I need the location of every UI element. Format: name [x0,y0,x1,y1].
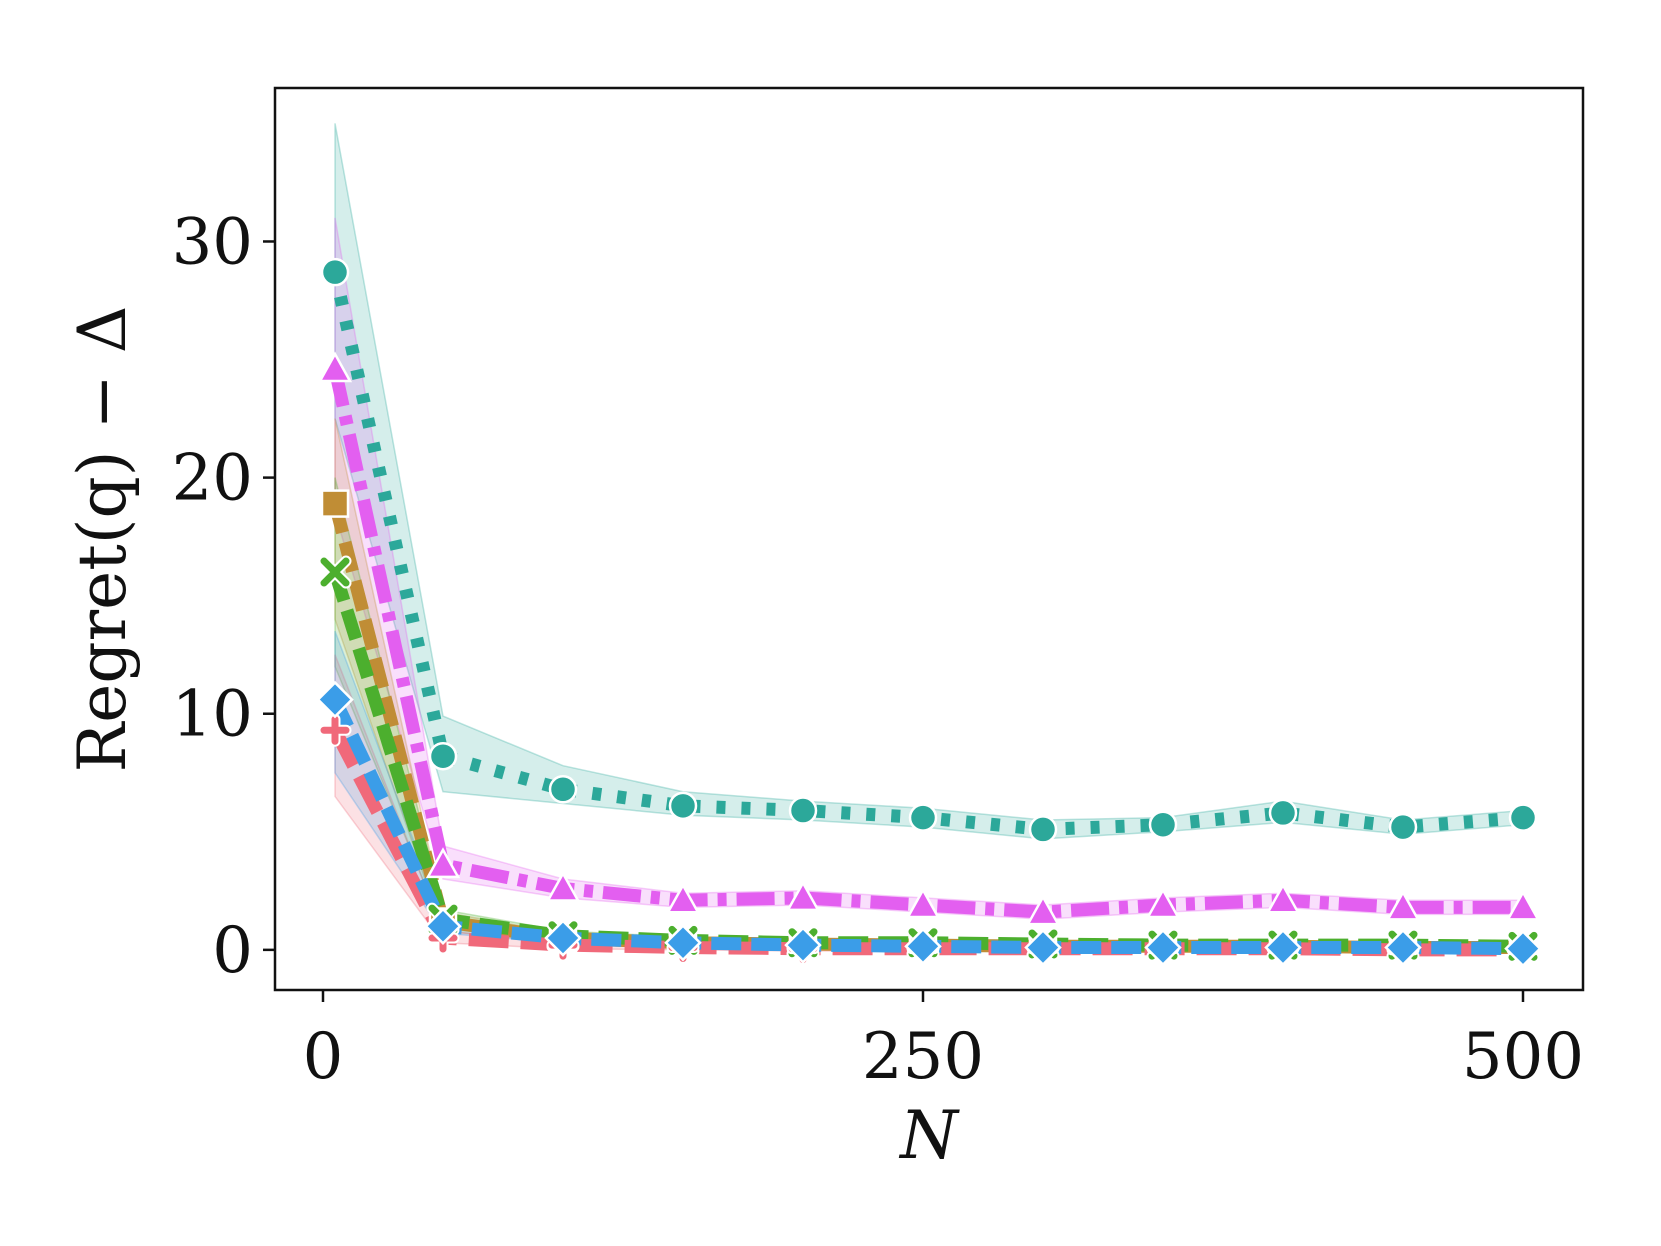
data-point [548,775,578,804]
data-point [544,919,582,957]
x-tick-label: 0 [303,1020,344,1094]
data-point [545,870,581,902]
data-point [1144,928,1182,967]
data-point [1505,889,1541,921]
data-point [1384,928,1422,967]
data-point [1265,882,1301,914]
data-point [1504,929,1542,968]
data-point [424,907,462,946]
data-point [317,351,353,383]
x-tick-label: 500 [1462,1020,1584,1094]
data-point [905,887,941,919]
x-tick-label: 250 [862,1020,984,1094]
data-point [1025,894,1061,926]
y-tick-label: 30 [172,205,253,279]
data-point [320,489,350,518]
y-tick-label: 0 [212,914,253,988]
data-point [1268,798,1298,828]
y-axis-label: Regret(q) − Δ [64,306,141,773]
x-axis-ticks: 0 250 500 [303,990,1584,1094]
data-point [1388,812,1418,842]
plot-frame [273,86,1585,992]
data-point [320,715,350,745]
data-point [425,847,461,879]
data-point [908,803,938,832]
data-point [320,257,350,287]
data-point [668,791,698,821]
data-point [664,924,702,962]
data-point [1145,887,1181,919]
y-tick-label: 20 [172,442,253,516]
data-point [320,557,350,587]
data-point [785,880,821,912]
data-point [1385,889,1421,921]
data-point [784,926,822,964]
data-point [1028,815,1058,844]
y-tick-label: 10 [172,678,253,752]
series-markers [316,257,1542,968]
data-point [665,882,701,914]
x-axis-label: N [898,1097,960,1174]
data-point [1024,928,1062,967]
data-point [1148,810,1178,839]
y-axis-ticks: 0 10 20 30 [172,205,275,988]
data-point [1508,803,1538,832]
data-point [1264,928,1302,967]
data-point [316,680,354,719]
data-point [788,796,818,825]
data-point [428,741,458,771]
data-point [904,927,942,966]
